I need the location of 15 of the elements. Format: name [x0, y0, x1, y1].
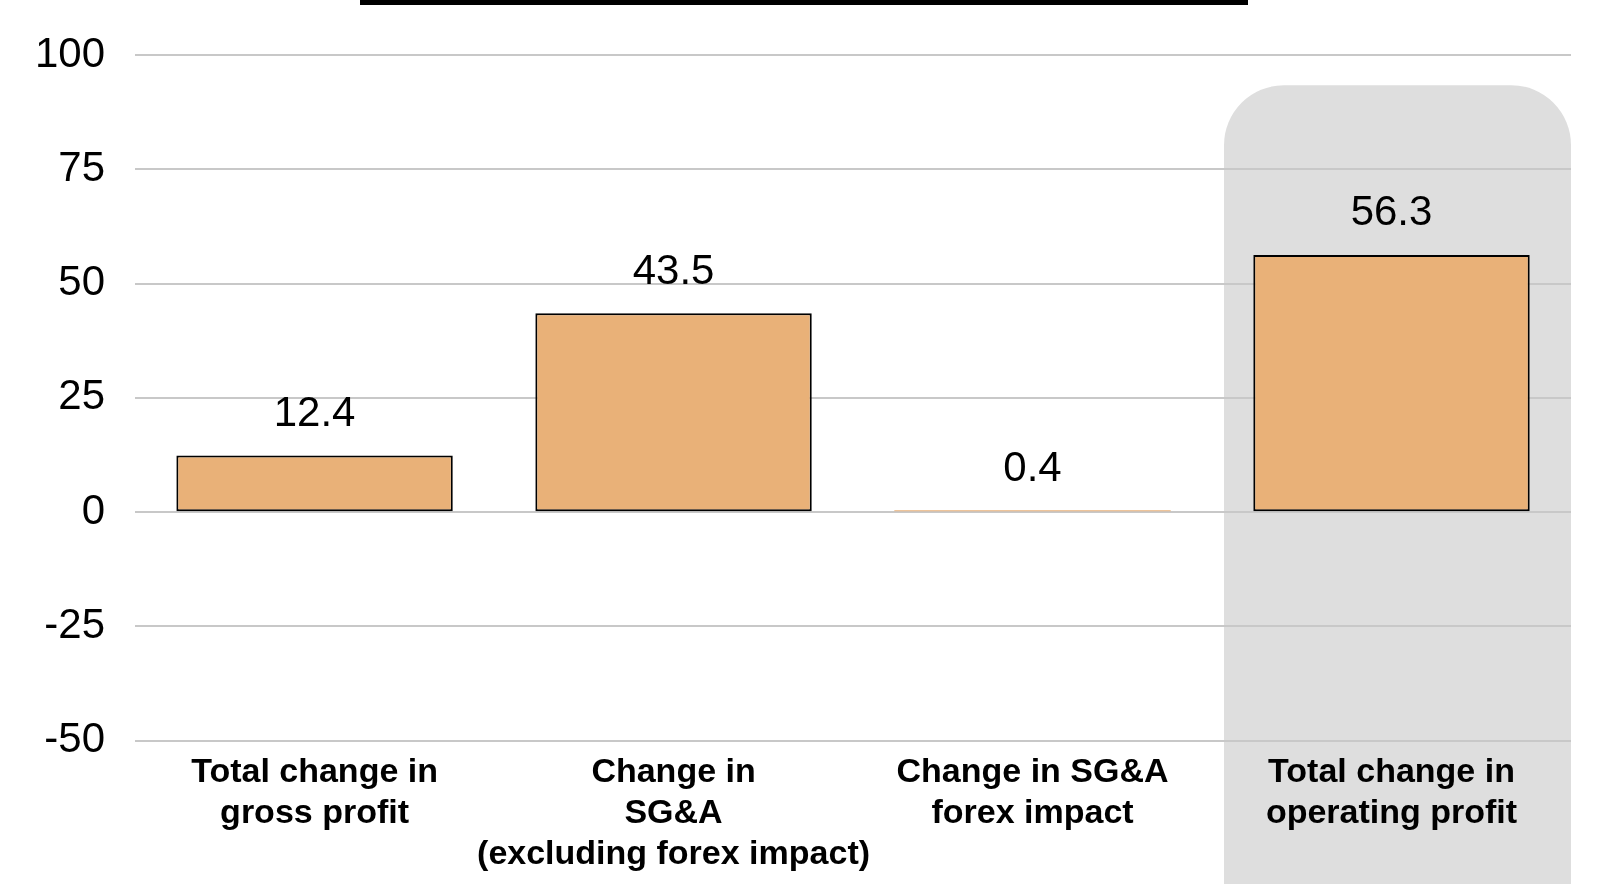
data-label: 56.3 [1350, 187, 1433, 235]
data-label: 43.5 [632, 245, 715, 293]
y-tick-label: 50 [58, 257, 106, 305]
x-tick-label: Change in SG&A (excluding forex impact) [477, 751, 871, 871]
x-tick-label: Change in SG&A forex impact [896, 751, 1169, 831]
y-tick-label: 25 [58, 371, 106, 419]
x-tick-label: Total change in gross profit [191, 751, 438, 831]
y-tick-label: 100 [35, 28, 106, 76]
x-tick-label: Total change in operating profit [1265, 751, 1518, 831]
y-tick-label: 0 [81, 485, 106, 533]
y-tick-label: -50 [44, 714, 106, 762]
data-label: 12.4 [273, 388, 356, 436]
data-label: 0.4 [1003, 442, 1062, 490]
y-tick-label: -25 [44, 599, 106, 647]
y-tick-label: 75 [58, 143, 106, 191]
